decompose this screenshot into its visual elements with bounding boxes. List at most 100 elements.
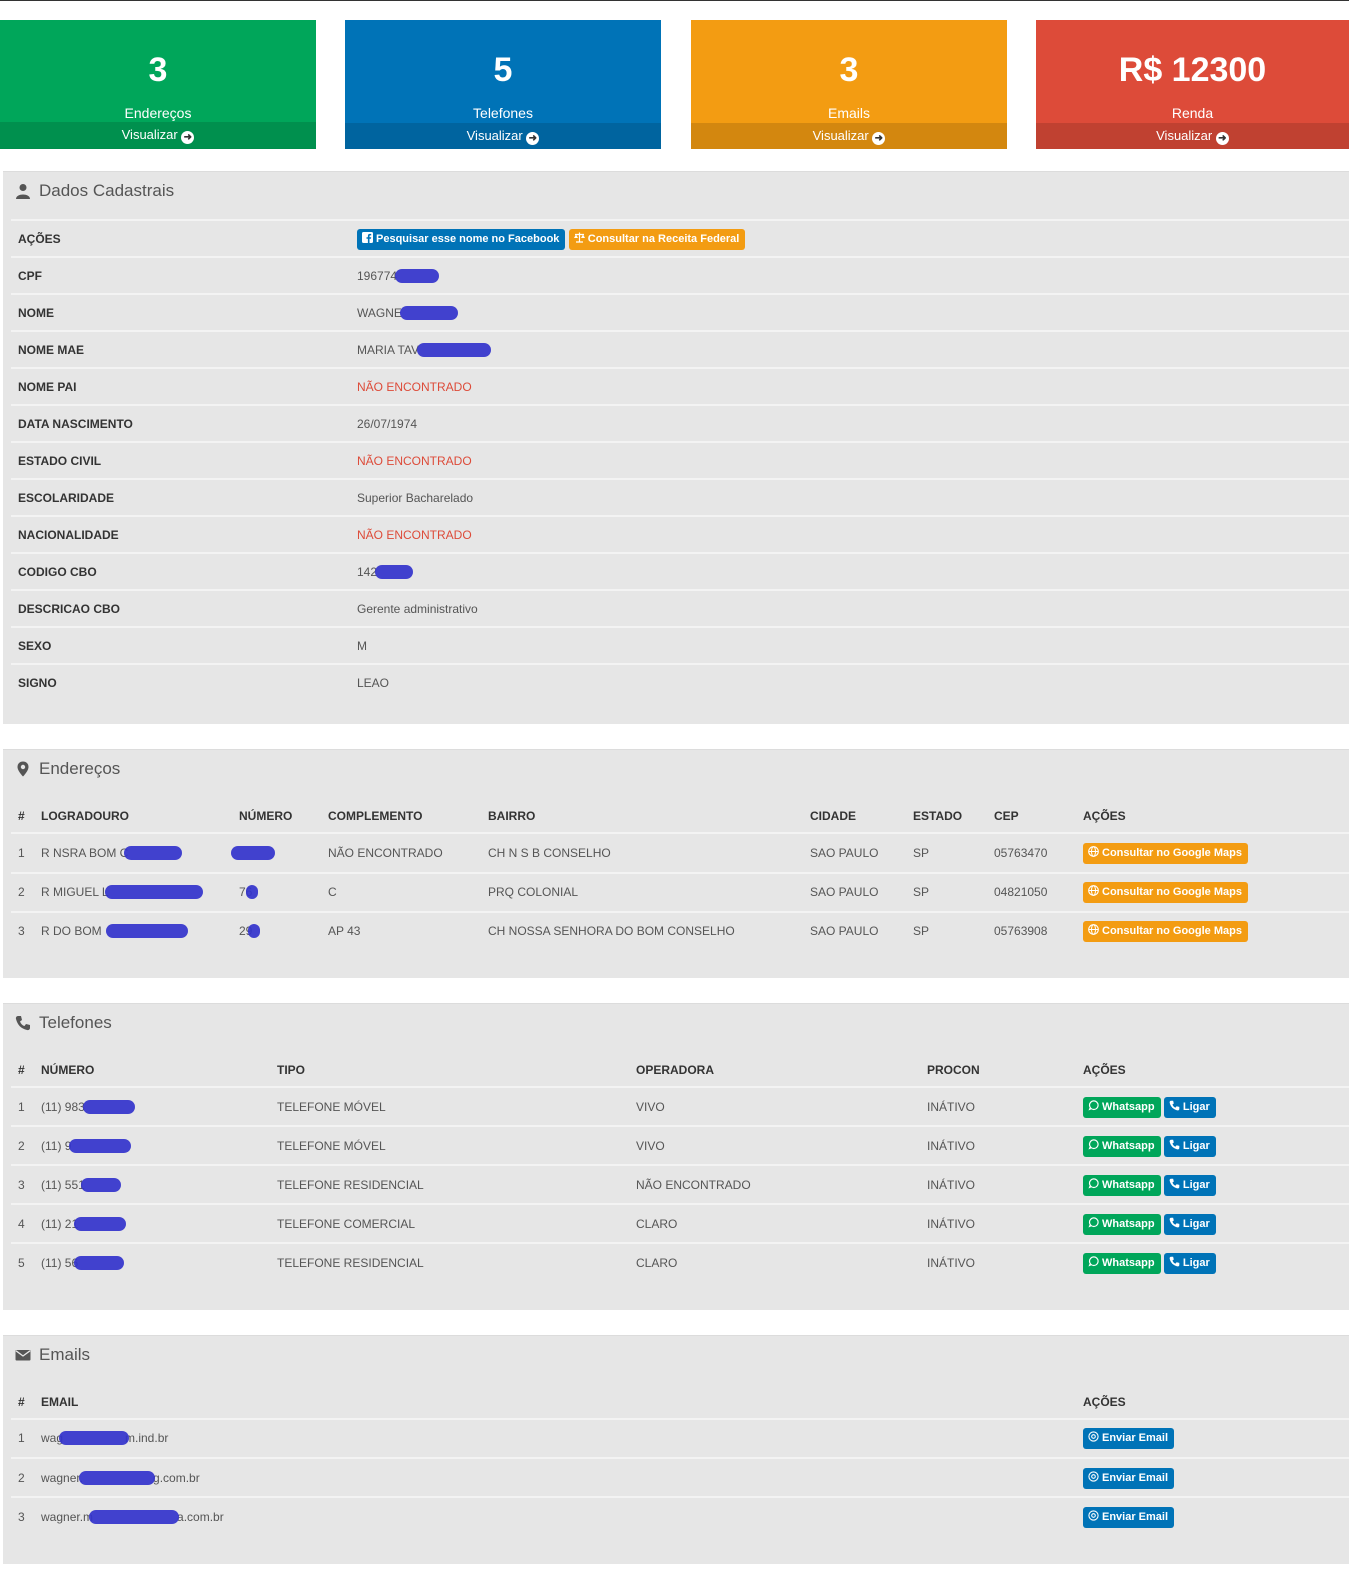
column-header: AÇÕES: [1083, 809, 1126, 823]
column-header: COMPLEMENTO: [328, 809, 423, 823]
panel-title: Emails: [15, 1344, 90, 1366]
column-header: EMAIL: [41, 1395, 79, 1409]
map-marker-icon: [17, 761, 29, 777]
operadora-cell: CLARO: [636, 1217, 678, 1231]
redaction-mark: [124, 846, 183, 860]
ligar-button[interactable]: Ligar: [1163, 1097, 1216, 1118]
column-header: NÚMERO: [41, 1063, 95, 1077]
redaction-mark: [82, 1100, 135, 1114]
numero-cell: 29: [239, 924, 261, 938]
redaction-mark: [74, 1217, 127, 1231]
card-footer-link[interactable]: Visualizar ➜: [0, 122, 316, 148]
enderecos-panel: Endereços # LOGRADOURO NÚMERO COMPLEMENT…: [3, 749, 1349, 978]
ligar-button[interactable]: Ligar: [1163, 1175, 1216, 1196]
arrow-circle-right-icon: ➜: [181, 131, 195, 144]
envelope-icon: [15, 1350, 31, 1361]
numero-cell: (11) 21: [41, 1217, 127, 1231]
column-header: PROCON: [927, 1063, 980, 1077]
row-number: 3: [18, 924, 25, 938]
redaction-mark: [248, 924, 261, 938]
google-maps-button[interactable]: Consultar no Google Maps: [1083, 843, 1248, 864]
whatsapp-button[interactable]: Whatsapp: [1083, 1136, 1161, 1157]
column-header: CIDADE: [810, 809, 857, 823]
whatsapp-icon: [1088, 1256, 1099, 1267]
table-row: 3 wagner.m a.com.br Enviar Email: [11, 1496, 1349, 1535]
card-label: Endereços: [124, 105, 192, 121]
card-renda: R$ 12300 Renda Visualizar ➜: [1036, 20, 1349, 149]
card-label: Emails: [827, 105, 870, 121]
procon-cell: INÁTIVO: [927, 1217, 976, 1231]
enviar-email-button[interactable]: Enviar Email: [1083, 1428, 1175, 1449]
footer-label: Visualizar: [466, 128, 523, 143]
complemento-cell: AP 43: [328, 924, 361, 938]
email-cell: wagner. g.com.br: [41, 1471, 200, 1485]
card-footer-link[interactable]: Visualizar ➜: [1036, 123, 1349, 149]
whatsapp-button[interactable]: Whatsapp: [1083, 1097, 1161, 1118]
row-number: 3: [18, 1510, 25, 1524]
google-maps-button[interactable]: Consultar no Google Maps: [1083, 882, 1248, 903]
enviar-email-button[interactable]: Enviar Email: [1083, 1468, 1175, 1489]
whatsapp-button[interactable]: Whatsapp: [1083, 1175, 1161, 1196]
card-label: Renda: [1171, 105, 1214, 121]
telefones-panel: Telefones # NÚMERO TIPO OPERADORA PROCON…: [3, 1003, 1349, 1310]
globe-icon: [1088, 924, 1099, 935]
whatsapp-button[interactable]: Whatsapp: [1083, 1214, 1161, 1235]
ligar-button[interactable]: Ligar: [1163, 1253, 1216, 1274]
at-icon: [1088, 1431, 1099, 1442]
cidade-cell: SAO PAULO: [810, 885, 879, 899]
field-value: NÃO ENCONTRADO: [357, 380, 472, 394]
procon-cell: INÁTIVO: [927, 1178, 976, 1192]
redaction-mark: [417, 343, 492, 357]
field-label: AÇÕES: [18, 232, 61, 246]
column-header: CEP: [994, 809, 1019, 823]
tipo-cell: TELEFONE COMERCIAL: [277, 1217, 416, 1231]
tipo-cell: TELEFONE MÓVEL: [277, 1139, 386, 1153]
field-value: Gerente administrativo: [357, 602, 478, 616]
arrow-circle-right-icon: ➜: [526, 132, 540, 145]
column-header: OPERADORA: [636, 1063, 715, 1077]
whatsapp-button[interactable]: Whatsapp: [1083, 1253, 1161, 1274]
redaction-mark: [79, 1471, 156, 1485]
numero-cell: (11) 551: [41, 1178, 121, 1192]
tipo-cell: TELEFONE RESIDENCIAL: [277, 1178, 424, 1192]
numero-cell: (11) 56: [41, 1256, 125, 1270]
field-label: DATA NASCIMENTO: [18, 417, 133, 431]
cep-cell: 04821050: [994, 885, 1048, 899]
redaction-mark: [231, 846, 275, 860]
receita-federal-button[interactable]: Consultar na Receita Federal: [568, 229, 746, 250]
column-header: LOGRADOURO: [41, 809, 129, 823]
panel-title-text: Endereços: [39, 759, 121, 778]
field-label: ESCOLARIDADE: [18, 491, 115, 505]
panel-title: Telefones: [15, 1012, 112, 1034]
dados-cadastrais-panel: Dados Cadastrais AÇÕES Pesquisar esse no…: [3, 171, 1349, 724]
procon-cell: INÁTIVO: [927, 1139, 976, 1153]
field-label: ESTADO CIVIL: [18, 454, 102, 468]
logradouro-cell: R MIGUEL L: [41, 885, 203, 899]
footer-label: Visualizar: [121, 127, 178, 142]
numero-cell: (11) 9: [41, 1139, 132, 1153]
panel-title: Endereços: [15, 758, 120, 780]
field-row: DATA NASCIMENTO 26/07/1974: [11, 404, 1349, 441]
column-header: AÇÕES: [1083, 1395, 1126, 1409]
row-number: 1: [18, 846, 25, 860]
card-footer-link[interactable]: Visualizar ➜: [345, 123, 661, 149]
procon-cell: INÁTIVO: [927, 1100, 976, 1114]
card-footer-link[interactable]: Visualizar ➜: [691, 123, 1007, 149]
phone-icon: [1169, 1139, 1180, 1150]
table-row: 2 (11) 9 TELEFONE MÓVEL VIVO INÁTIVO Wha…: [11, 1125, 1349, 1164]
operadora-cell: CLARO: [636, 1256, 678, 1270]
google-maps-button[interactable]: Consultar no Google Maps: [1083, 921, 1248, 942]
globe-icon: [1088, 885, 1099, 896]
table-row: 1 R NSRA BOM C NÃO ENCONTRADO CH N S B C…: [11, 832, 1349, 872]
operadora-cell: VIVO: [636, 1139, 665, 1153]
ligar-button[interactable]: Ligar: [1163, 1214, 1216, 1235]
column-header: AÇÕES: [1083, 1063, 1126, 1077]
row-number: 4: [18, 1217, 25, 1231]
facebook-search-button[interactable]: Pesquisar esse nome no Facebook: [357, 229, 566, 250]
estado-cell: SP: [913, 846, 930, 860]
enviar-email-button[interactable]: Enviar Email: [1083, 1507, 1175, 1528]
column-header: TIPO: [277, 1063, 306, 1077]
redaction-mark: [69, 1139, 132, 1153]
ligar-button[interactable]: Ligar: [1163, 1136, 1216, 1157]
phone-icon: [1169, 1178, 1180, 1189]
